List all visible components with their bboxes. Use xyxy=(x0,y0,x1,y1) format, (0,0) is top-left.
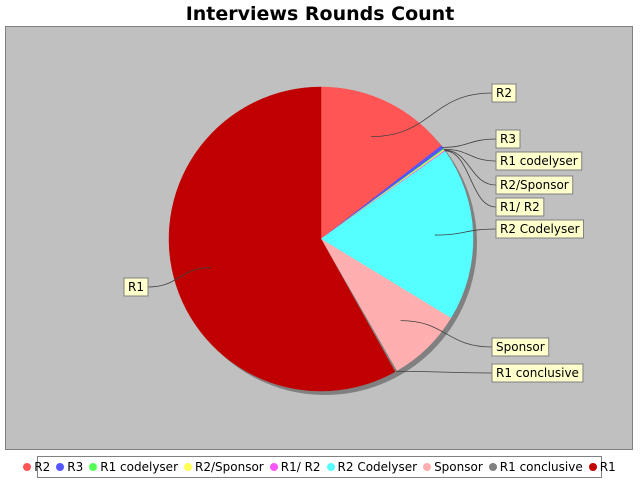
legend: R2 R3 R1 codelyser R2/Sponsor R1/ R2 R2 Codel… xyxy=(23,456,616,478)
legend-swatch-r3 xyxy=(56,463,65,471)
slice-label-r1-conclusive: R1 conclusive xyxy=(496,366,579,380)
legend-swatch-r2-sponsor xyxy=(184,463,192,471)
legend-label-r2-sponsor: R2/Sponsor xyxy=(195,460,264,474)
slice-label-r2-codelyser: R2 Codelyser xyxy=(500,222,580,236)
slice-label-r2: R2 xyxy=(496,86,512,100)
leader-line-r2 xyxy=(371,92,493,138)
slice-label-box-r2-codelyser xyxy=(495,219,585,239)
legend-item-r1-codelyser: R1 codelyser xyxy=(89,460,178,474)
slice-label-box-sponsor xyxy=(491,337,550,357)
slice-label-box-r1-conclusive xyxy=(491,363,584,383)
slice-label-r2-sponsor: R2/Sponsor xyxy=(500,178,569,192)
legend-swatch-r1-conclusive xyxy=(488,463,497,471)
leader-line-r1 xyxy=(147,267,211,288)
legend-swatch-sponsor xyxy=(423,463,432,471)
legend-label-r1-conclusive: R1 conclusive xyxy=(499,460,583,474)
legend-swatch-r1 xyxy=(588,463,597,471)
pie-slice-r2[interactable] xyxy=(320,86,442,240)
slice-label-box-r2-sponsor xyxy=(495,175,574,195)
legend-item-r2: R2 xyxy=(23,460,50,474)
slice-label-box-r1-r2 xyxy=(495,197,545,217)
slice-label-r1-codelyser: R1 codelyser xyxy=(500,154,578,168)
plot-area: R2 R3 R1 codelyser R2/Sponsor R1/ R2 R2 Codel… xyxy=(5,26,633,450)
legend-item-r1-r2: R1/ R2 xyxy=(269,460,321,474)
slice-label-box-r3 xyxy=(495,129,521,149)
legend-label-r1-r2: R1/ R2 xyxy=(280,460,321,474)
slice-label-box-r1-codelyser xyxy=(495,151,583,171)
legend-label-r1-codelyser: R1 codelyser xyxy=(100,460,178,474)
legend-swatch-r1-r2 xyxy=(269,463,278,471)
slice-label-box-r1 xyxy=(123,277,149,297)
legend-item-r1-conclusive: R1 conclusive xyxy=(488,460,583,474)
slice-label-r1: R1 xyxy=(128,280,144,294)
pie-slice-r1[interactable] xyxy=(168,86,396,392)
legend-label-r3: R3 xyxy=(67,460,84,474)
leader-line-r2-codelyser xyxy=(434,228,497,236)
leader-line-r1-r2 xyxy=(444,150,497,208)
slice-label-sponsor: Sponsor xyxy=(496,340,545,354)
legend-item-r2-codelyser: R2 Codelyser xyxy=(326,460,418,474)
legend-label-r2: R2 xyxy=(34,460,51,474)
legend-item-sponsor: Sponsor xyxy=(423,460,483,474)
leader-line-r3 xyxy=(442,138,497,148)
legend-item-r2-sponsor: R2/Sponsor xyxy=(184,460,264,474)
legend-label-r1: R1 xyxy=(599,460,616,474)
legend-swatch-r2 xyxy=(23,463,32,471)
slice-label-box-r2 xyxy=(491,83,517,103)
leader-line-sponsor xyxy=(400,320,493,348)
pie-slice-r2-codelyser[interactable] xyxy=(320,150,474,319)
legend-item-r1: R1 xyxy=(588,460,616,474)
chart-title: Interviews Rounds Count xyxy=(185,3,455,25)
legend-swatch-r1-codelyser xyxy=(89,463,98,471)
legend-label-sponsor: Sponsor xyxy=(434,460,483,474)
slice-label-r3: R3 xyxy=(500,132,516,146)
legend-swatch-r2-codelyser xyxy=(326,463,335,471)
pie-chart: R2 R3 R1 codelyser R2/Sponsor R1/ R2 R2 Codel… xyxy=(123,83,585,395)
leader-line-r1-conclusive xyxy=(395,370,493,374)
slice-label-r1-r2: R1/ R2 xyxy=(500,200,540,214)
legend-item-r3: R3 xyxy=(56,460,83,474)
leader-line-r2-sponsor xyxy=(444,149,497,186)
legend-label-r2-codelyser: R2 Codelyser xyxy=(337,460,418,474)
leader-line-r1-codelyser xyxy=(443,148,497,162)
